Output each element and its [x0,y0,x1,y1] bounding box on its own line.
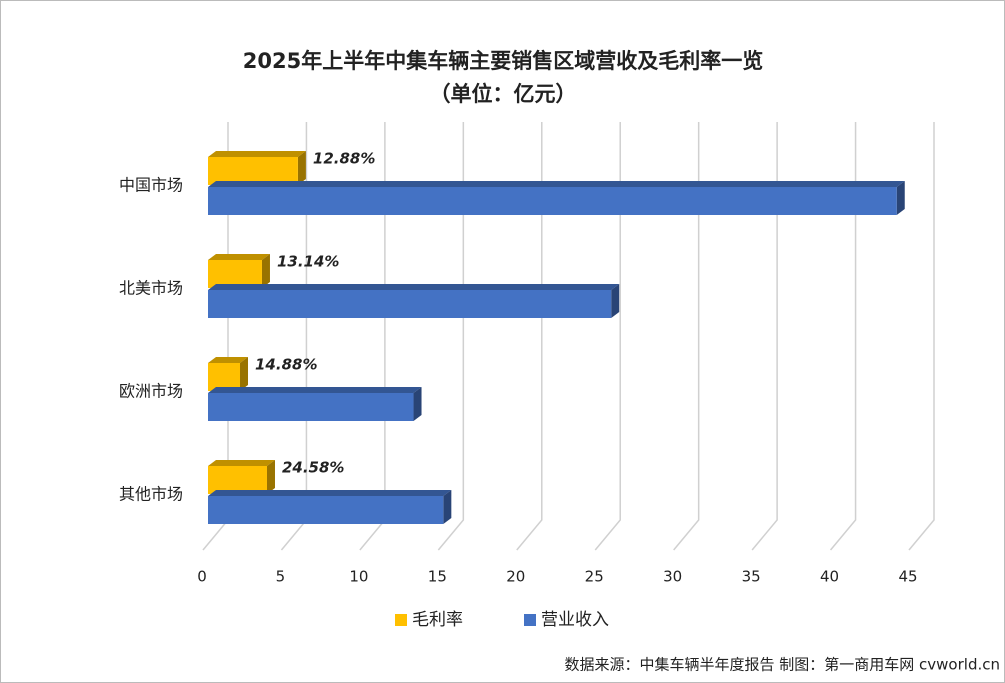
grid-line [673,122,700,551]
legend-label: 毛利率 [412,610,463,630]
bar-top [208,151,306,157]
y-tick-label: 欧洲市场 [119,382,183,401]
x-tick-label: 35 [742,568,761,586]
bar [208,393,414,421]
bar [208,187,897,215]
x-tick-label: 0 [197,568,207,586]
data-label: 13.14% [277,253,339,271]
bar-top [208,254,270,260]
x-tick-label: 10 [349,568,368,586]
x-tick-label: 30 [663,568,682,586]
bar-side [261,254,270,288]
bar-top [208,490,452,496]
bar-side [297,151,306,185]
y-tick-label: 中国市场 [119,176,183,195]
x-tick-label: 40 [820,568,839,586]
grid-line [751,122,778,551]
source-note: 数据来源：中集车辆半年度报告 制图：第一商用车网 cvworld.cn [565,656,1001,674]
legend-swatch [395,614,407,626]
bar [208,290,612,318]
data-label: 24.58% [282,459,344,477]
data-label: 14.88% [255,356,317,374]
bar-side [240,357,249,391]
bar-side [266,460,275,494]
data-label: 12.88% [313,150,375,168]
y-tick-label: 其他市场 [119,485,183,504]
bar [208,363,241,391]
bar-side [611,284,620,318]
bar-side [896,181,905,215]
grid-line [437,122,465,551]
grid-line [594,122,621,551]
bar [208,466,267,494]
grid-line [908,122,935,551]
x-tick-label: 20 [506,568,525,586]
bar-side [413,387,422,421]
y-tick-label: 北美市场 [119,279,183,298]
bar-side [443,490,452,524]
bar-top [208,181,905,187]
bar-top [208,460,275,466]
x-tick-label: 25 [585,568,604,586]
legend-label: 营业收入 [541,610,609,630]
grid-line [516,122,543,551]
legend-swatch [524,614,536,626]
x-tick-label: 15 [428,568,447,586]
chart-title: 2025年上半年中集车辆主要销售区域营收及毛利率一览 [243,49,763,73]
bar-top [208,357,249,363]
grid-line [829,122,857,551]
bar-top [208,284,620,290]
bar-top [208,387,422,393]
x-tick-label: 45 [898,568,917,586]
bar [208,157,298,185]
x-tick-label: 5 [276,568,286,586]
bar [208,260,262,288]
chart-subtitle: （单位：亿元） [430,82,577,106]
bar [208,496,444,524]
